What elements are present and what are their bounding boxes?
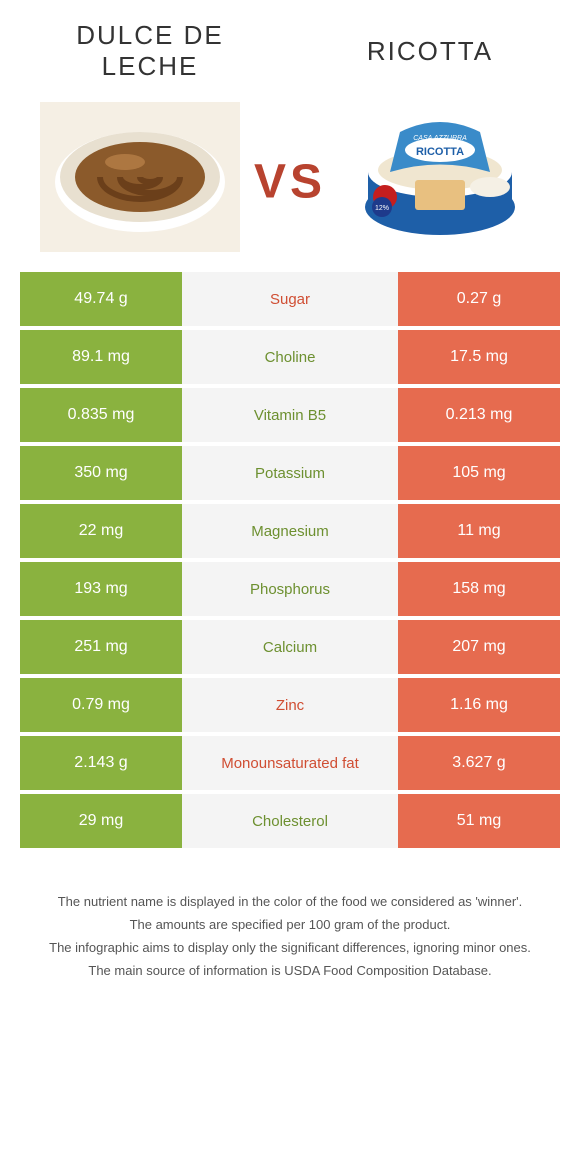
right-value: 207 mg <box>398 620 560 674</box>
right-value: 158 mg <box>398 562 560 616</box>
table-row: 22 mgMagnesium11 mg <box>20 504 560 558</box>
right-value: 11 mg <box>398 504 560 558</box>
nutrient-name: Choline <box>182 330 398 384</box>
right-value: 0.213 mg <box>398 388 560 442</box>
left-value: 29 mg <box>20 794 182 848</box>
ricotta-icon: RICOTTA CASA AZZURRA 12% <box>340 102 540 252</box>
nutrient-name: Vitamin B5 <box>182 388 398 442</box>
table-row: 251 mgCalcium207 mg <box>20 620 560 674</box>
food-right-title: RICOTTA <box>304 36 556 67</box>
images-row: VS RICOTTA CASA AZZURRA 12% <box>0 92 580 272</box>
table-row: 2.143 gMonounsaturated fat3.627 g <box>20 736 560 790</box>
left-value: 251 mg <box>20 620 182 674</box>
table-row: 0.835 mgVitamin B50.213 mg <box>20 388 560 442</box>
table-row: 0.79 mgZinc1.16 mg <box>20 678 560 732</box>
footer-line: The nutrient name is displayed in the co… <box>40 892 540 913</box>
right-value: 51 mg <box>398 794 560 848</box>
left-value: 49.74 g <box>20 272 182 326</box>
food-right-image: RICOTTA CASA AZZURRA 12% <box>340 102 540 252</box>
left-value: 0.79 mg <box>20 678 182 732</box>
nutrient-name: Cholesterol <box>182 794 398 848</box>
dulce-de-leche-icon <box>40 102 240 252</box>
nutrient-name: Magnesium <box>182 504 398 558</box>
left-value: 0.835 mg <box>20 388 182 442</box>
svg-text:RICOTTA: RICOTTA <box>416 146 464 158</box>
right-value: 0.27 g <box>398 272 560 326</box>
comparison-table: 49.74 gSugar0.27 g89.1 mgCholine17.5 mg0… <box>0 272 580 848</box>
right-value: 1.16 mg <box>398 678 560 732</box>
left-value: 350 mg <box>20 446 182 500</box>
footer-line: The amounts are specified per 100 gram o… <box>40 915 540 936</box>
table-row: 29 mgCholesterol51 mg <box>20 794 560 848</box>
table-row: 89.1 mgCholine17.5 mg <box>20 330 560 384</box>
right-value: 105 mg <box>398 446 560 500</box>
titles-row: DULCE DE LECHE RICOTTA <box>0 0 580 92</box>
footer-notes: The nutrient name is displayed in the co… <box>0 852 580 981</box>
nutrient-name: Potassium <box>182 446 398 500</box>
footer-line: The main source of information is USDA F… <box>40 961 540 982</box>
left-value: 89.1 mg <box>20 330 182 384</box>
table-row: 193 mgPhosphorus158 mg <box>20 562 560 616</box>
nutrient-name: Monounsaturated fat <box>182 736 398 790</box>
nutrient-name: Phosphorus <box>182 562 398 616</box>
nutrient-name: Sugar <box>182 272 398 326</box>
footer-line: The infographic aims to display only the… <box>40 938 540 959</box>
food-left-title: DULCE DE LECHE <box>24 20 276 82</box>
table-row: 49.74 gSugar0.27 g <box>20 272 560 326</box>
table-row: 350 mgPotassium105 mg <box>20 446 560 500</box>
right-value: 3.627 g <box>398 736 560 790</box>
svg-text:12%: 12% <box>375 205 389 212</box>
vs-label: VS <box>254 155 326 210</box>
left-value: 2.143 g <box>20 736 182 790</box>
food-left-image <box>40 102 240 252</box>
right-value: 17.5 mg <box>398 330 560 384</box>
left-value: 193 mg <box>20 562 182 616</box>
nutrient-name: Zinc <box>182 678 398 732</box>
nutrient-name: Calcium <box>182 620 398 674</box>
left-value: 22 mg <box>20 504 182 558</box>
svg-text:CASA AZZURRA: CASA AZZURRA <box>413 135 467 142</box>
